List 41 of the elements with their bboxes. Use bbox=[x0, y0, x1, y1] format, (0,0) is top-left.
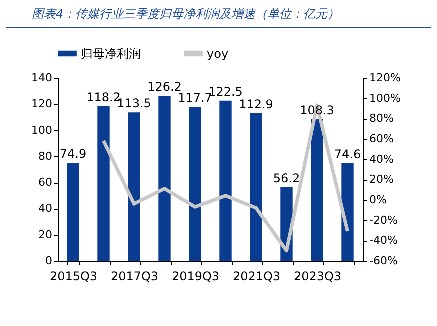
data-label: 118.2 bbox=[86, 90, 121, 104]
bar bbox=[158, 96, 171, 261]
y-tick-label: 60 bbox=[38, 176, 52, 190]
y2-tick-label: -20% bbox=[370, 214, 398, 227]
x-tick-label: 2023Q3 bbox=[294, 270, 342, 284]
data-label: 74.6 bbox=[334, 147, 362, 162]
x-tick-label: 2021Q3 bbox=[232, 270, 281, 284]
y2-tick-label: 100% bbox=[370, 92, 401, 105]
data-label: 108.3 bbox=[300, 103, 334, 118]
x-tick-label: 2017Q3 bbox=[110, 270, 159, 284]
y2-tick-label: 120% bbox=[370, 72, 401, 84]
y-tick-label: 0 bbox=[46, 254, 52, 268]
bar bbox=[311, 119, 324, 261]
y2-tick-label: 60% bbox=[370, 132, 394, 146]
y-tick-label: 100 bbox=[32, 124, 52, 137]
bar bbox=[342, 163, 354, 261]
x-tick-label: 2019Q3 bbox=[172, 270, 220, 284]
y-tick-label: 140 bbox=[32, 72, 52, 84]
legend-label: 归母净利润 bbox=[81, 46, 141, 61]
y-tick-label: 80 bbox=[38, 150, 52, 163]
y2-tick-label: -40% bbox=[370, 234, 398, 248]
x-tick-label: 2015Q3 bbox=[50, 270, 98, 284]
bar bbox=[67, 163, 80, 261]
chart-title: 图表4：传媒行业三季度归母净利润及增速（单位：亿元） bbox=[6, 0, 431, 28]
bar bbox=[220, 100, 232, 261]
y2-tick-label: -60% bbox=[370, 254, 398, 268]
bar bbox=[128, 112, 140, 261]
y-tick-label: 40 bbox=[38, 202, 52, 216]
y2-tick-label: 0% bbox=[370, 194, 387, 206]
y-tick-label: 120 bbox=[32, 98, 52, 111]
legend-label: yoy bbox=[207, 46, 229, 61]
data-label: 74.9 bbox=[60, 147, 87, 162]
y2-tick-label: 80% bbox=[370, 112, 394, 126]
data-label: 56.2 bbox=[273, 172, 300, 186]
y2-tick-label: 20% bbox=[370, 173, 394, 186]
y2-tick-label: 40% bbox=[370, 152, 394, 166]
bar bbox=[250, 113, 262, 261]
bar bbox=[189, 107, 202, 261]
data-label: 112.9 bbox=[239, 97, 274, 112]
bar bbox=[98, 106, 110, 261]
y-tick-label: 20 bbox=[38, 228, 52, 242]
